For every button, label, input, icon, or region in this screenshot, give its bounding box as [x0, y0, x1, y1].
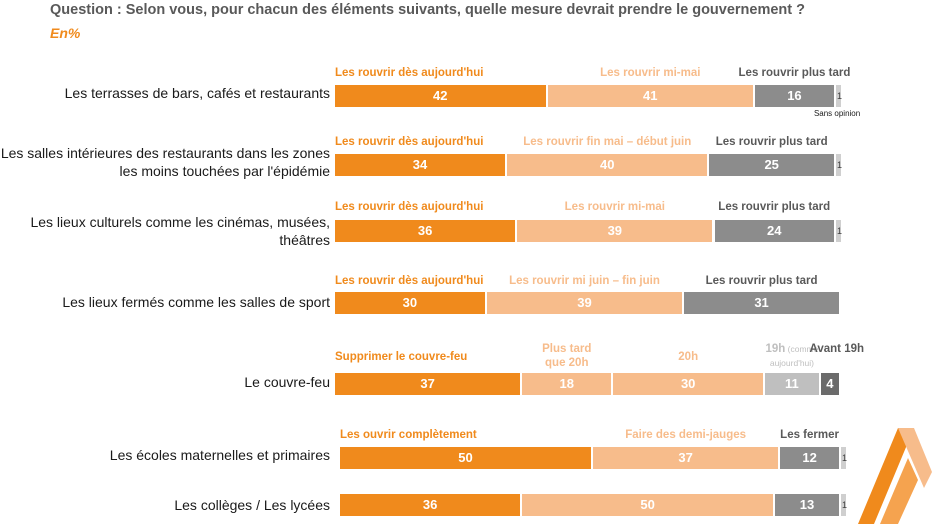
category-label-text: 19h	[765, 343, 786, 355]
bar-segment: 4	[820, 373, 839, 395]
bar-segment: 31	[684, 292, 839, 314]
category-label: Avant 19h	[809, 343, 865, 355]
row-label: Les salles intérieures des restaurants d…	[0, 145, 330, 179]
category-label: Faire des demi-jauges	[625, 429, 747, 441]
category-label-note: (comme aujourd'hui)	[769, 344, 819, 368]
bar-segment: 12	[780, 447, 839, 469]
bar-value: 1	[836, 226, 842, 236]
bar-segment: 50	[522, 494, 774, 516]
bar-segment: 24	[714, 220, 834, 242]
category-label: Les rouvrir plus tard	[715, 136, 828, 148]
bar-segment: 40	[507, 154, 708, 176]
bar-segment-sans-opinion	[840, 494, 846, 516]
brand-logo-icon	[858, 428, 932, 524]
row-label: Les lieux culturels comme les cinémas, m…	[30, 214, 330, 248]
bar-segment-sans-opinion	[835, 220, 841, 242]
bar-value: 1	[836, 91, 842, 101]
row-label: Les écoles maternelles et primaires	[109, 447, 330, 463]
category-label: 19h (comme aujourd'hui)	[757, 342, 827, 370]
bar-segment: 13	[775, 494, 839, 516]
category-label: Les rouvrir mi juin – fin juin	[509, 275, 660, 287]
category-label: Les rouvrir dès aujourd'hui	[335, 67, 484, 79]
category-label: Les rouvrir mi-mai	[564, 201, 665, 213]
category-label: Supprimer le couvre-feu	[335, 351, 468, 363]
bar-segment: 34	[335, 154, 506, 176]
bar-segment: 41	[547, 85, 753, 107]
bar-segment: 50	[340, 447, 591, 469]
category-label: Les rouvrir dès aujourd'hui	[335, 201, 484, 213]
category-label: Les rouvrir plus tard	[705, 275, 818, 287]
bar-segment: 11	[765, 373, 819, 395]
bar-segment: 39	[517, 220, 713, 242]
bar-segment: 36	[335, 220, 516, 242]
category-label: Plus tard que 20h	[542, 343, 592, 369]
category-label: Les rouvrir fin mai – début juin	[523, 136, 692, 148]
question-title: Question : Selon vous, pour chacun des é…	[50, 2, 806, 18]
row-label: Les collèges / Les lycées	[174, 497, 330, 513]
bar-segment-sans-opinion	[840, 447, 846, 469]
bar-segment: 36	[340, 494, 521, 516]
category-label: Les fermer	[780, 429, 839, 441]
bar-segment: 16	[754, 85, 834, 107]
bar-segment: 37	[593, 447, 779, 469]
category-label: Les ouvrir complètement	[340, 429, 477, 441]
bar-value: 1	[836, 160, 842, 170]
bar-segment: 42	[335, 85, 546, 107]
category-label: Les rouvrir plus tard	[718, 201, 831, 213]
bar-segment-sans-opinion	[835, 154, 841, 176]
category-label: 20h	[678, 351, 699, 363]
bar-value: 1	[841, 500, 847, 510]
sans-opinion-note: Sans opinion	[813, 109, 861, 118]
bar-segment: 39	[486, 292, 683, 314]
unit-label: En%	[50, 25, 81, 41]
bar-segment: 30	[613, 373, 764, 395]
bar-segment: 37	[335, 373, 521, 395]
category-label: Les rouvrir mi-mai	[600, 67, 701, 79]
category-label: Les rouvrir dès aujourd'hui	[335, 275, 484, 287]
row-label: Le couvre-feu	[244, 374, 330, 390]
bar-value: 1	[841, 453, 847, 463]
bar-segment: 25	[709, 154, 834, 176]
category-label: Les rouvrir dès aujourd'hui	[335, 136, 484, 148]
row-label: Les terrasses de bars, cafés et restaura…	[64, 85, 330, 101]
row-label: Les lieux fermés comme les salles de spo…	[62, 294, 330, 310]
bar-segment: 18	[522, 373, 612, 395]
bar-segment-sans-opinion	[835, 85, 841, 107]
bar-segment: 30	[335, 292, 485, 314]
category-label: Les rouvrir plus tard	[738, 67, 851, 79]
